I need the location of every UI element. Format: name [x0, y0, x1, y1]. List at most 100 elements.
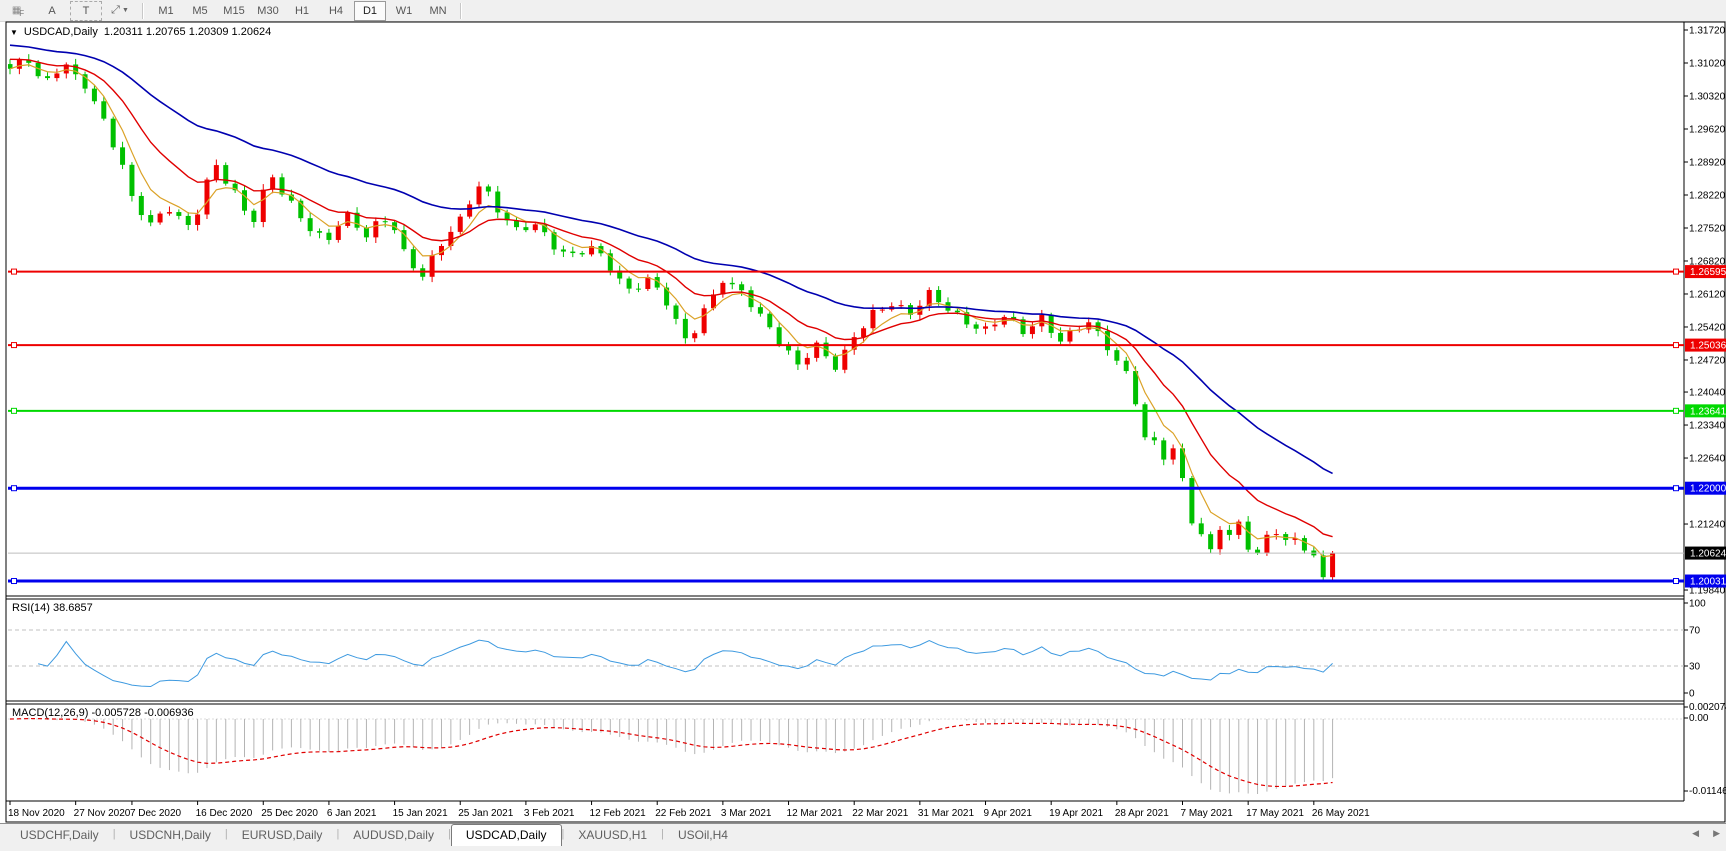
svg-text:28 Apr 2021: 28 Apr 2021	[1115, 808, 1169, 819]
font-tool-button[interactable]: A	[48, 4, 56, 17]
timeframe-button-w1[interactable]: W1	[395, 4, 413, 17]
cursor-arrows-button[interactable]: ⤢ ▼	[104, 1, 136, 21]
svg-text:22 Mar 2021: 22 Mar 2021	[852, 808, 909, 819]
timeframe-button-d1[interactable]: D1	[354, 0, 386, 21]
svg-text:1.25420: 1.25420	[1689, 322, 1726, 333]
tab-usdcad[interactable]: USDCAD,Daily	[450, 824, 562, 847]
symbol-tabs: USDCHF,Daily | USDCNH,Daily | EURUSD,Daily | A…	[0, 823, 1726, 847]
svg-text:25 Dec 2020: 25 Dec 2020	[261, 808, 318, 819]
grid-f-label: F	[19, 9, 25, 18]
chart-ohlc-values: 1.20311 1.20765 1.20309 1.20624	[103, 26, 272, 38]
level-handle	[11, 342, 17, 349]
svg-text:22 Feb 2021: 22 Feb 2021	[655, 808, 712, 819]
timeframe-button-h1[interactable]: H1	[294, 4, 310, 17]
tab-scroll-left-icon[interactable]: ◀	[1692, 828, 1700, 838]
svg-text:1.28920: 1.28920	[1689, 157, 1726, 168]
ma-slow-blue	[9, 44, 1333, 475]
svg-text:19 Apr 2021: 19 Apr 2021	[1049, 808, 1103, 819]
svg-text:17 May 2021: 17 May 2021	[1246, 808, 1304, 819]
svg-text:1.23340: 1.23340	[1689, 421, 1726, 432]
level-handle	[1673, 407, 1679, 414]
svg-text:1.24040: 1.24040	[1689, 388, 1726, 399]
svg-text:1.26820: 1.26820	[1689, 256, 1726, 267]
level-handle	[1673, 578, 1679, 585]
tab-separator: |	[112, 828, 116, 840]
level-handle	[1673, 268, 1679, 275]
tab-usdcnh[interactable]: USDCNH,Daily	[129, 828, 211, 842]
level-handle	[1673, 485, 1679, 492]
level-handle	[11, 407, 17, 414]
grid-f-tool-button[interactable]: ▦ F	[2, 1, 34, 21]
chart-title: ▼ USDCAD,Daily 1.20311 1.20765 1.20309 1…	[10, 26, 271, 38]
svg-text:25 Jan 2021: 25 Jan 2021	[458, 808, 513, 819]
svg-text:0: 0	[1689, 689, 1695, 700]
timeframe-button-m5[interactable]: M5	[192, 4, 208, 17]
tab-usoil[interactable]: USOil,H4	[677, 828, 728, 842]
toolbar-separator	[460, 2, 462, 19]
svg-text:1.31720: 1.31720	[1689, 26, 1726, 37]
collapse-triangle-icon[interactable]: ▼	[10, 27, 18, 37]
svg-text:31 Mar 2021: 31 Mar 2021	[918, 808, 975, 819]
svg-text:26 May 2021: 26 May 2021	[1312, 808, 1370, 819]
level-price-badge	[1685, 265, 1726, 279]
grid-icon: ▦	[11, 5, 22, 16]
svg-text:30: 30	[1689, 662, 1701, 673]
svg-text:0.002074: 0.002074	[1689, 702, 1726, 713]
svg-text:1.31020: 1.31020	[1689, 58, 1726, 69]
tab-eurusd[interactable]: EURUSD,Daily	[241, 828, 323, 842]
timeframe-button-m1[interactable]: M1	[158, 4, 174, 17]
svg-text:1.20624: 1.20624	[1690, 549, 1726, 560]
level-handle	[1673, 342, 1679, 349]
timeframe-button-mn[interactable]: MN	[429, 4, 447, 17]
svg-text:6 Jan 2021: 6 Jan 2021	[327, 808, 377, 819]
svg-text:1.24720: 1.24720	[1689, 355, 1726, 366]
svg-text:3 Feb 2021: 3 Feb 2021	[524, 808, 575, 819]
diagonal-arrows-icon: ⤢	[111, 4, 120, 16]
svg-text:0.00: 0.00	[1689, 713, 1709, 724]
svg-text:3 Mar 2021: 3 Mar 2021	[721, 808, 772, 819]
svg-text:-0.011462: -0.011462	[1689, 786, 1726, 797]
ma-mid-red	[9, 58, 1333, 538]
timeframe-button-group: M1 M5 M15 M30 H1 H4 D1 W1 MN	[150, 0, 454, 21]
level-price-badge	[1685, 481, 1726, 495]
svg-text:16 Dec 2020: 16 Dec 2020	[196, 808, 253, 819]
tab-scroll-right-icon[interactable]: ▶	[1713, 828, 1720, 838]
timeframe-button-m30[interactable]: M30	[257, 4, 279, 17]
macd-series	[8, 717, 1684, 794]
svg-text:7 May 2021: 7 May 2021	[1181, 808, 1234, 819]
toolbar-separator	[142, 2, 144, 19]
svg-text:100: 100	[1689, 599, 1706, 610]
tab-usdchf[interactable]: USDCHF,Daily	[20, 828, 99, 842]
svg-text:1.22000: 1.22000	[1690, 484, 1726, 495]
svg-text:7 Dec 2020: 7 Dec 2020	[130, 808, 182, 819]
chevron-down-icon: ▼	[121, 7, 129, 14]
tab-scroll-buttons: ◀ ▶	[1692, 828, 1720, 839]
svg-text:1.28220: 1.28220	[1689, 190, 1726, 201]
candlestick-series	[8, 54, 1336, 582]
timeframe-button-m15[interactable]: M15	[223, 4, 245, 17]
bottom-strip	[0, 846, 1726, 851]
svg-text:1.20031: 1.20031	[1690, 577, 1726, 588]
svg-text:1.26595: 1.26595	[1690, 267, 1726, 278]
tab-xauusd[interactable]: XAUUSD,H1	[578, 828, 648, 842]
top-toolbar: ▦ F A T ⤢ ▼ M1 M5 M15 M30 H1 H4 D1 W1 MN	[0, 0, 1726, 22]
svg-text:1.23641: 1.23641	[1690, 406, 1726, 417]
svg-text:1.26120: 1.26120	[1689, 289, 1726, 300]
tab-separator: |	[661, 828, 664, 840]
svg-text:1.27520: 1.27520	[1689, 223, 1726, 234]
svg-text:1.19840: 1.19840	[1689, 586, 1726, 597]
timeframe-button-h4[interactable]: H4	[328, 4, 344, 17]
tab-audusd[interactable]: AUDUSD,Daily	[353, 828, 434, 842]
svg-text:27 Nov 2020: 27 Nov 2020	[74, 808, 131, 819]
svg-text:1.30320: 1.30320	[1689, 91, 1726, 102]
current-price-badge	[1685, 546, 1726, 560]
level-price-badge	[1685, 574, 1726, 588]
level-price-badge	[1685, 338, 1726, 352]
svg-text:9 Apr 2021: 9 Apr 2021	[984, 808, 1033, 819]
tab-separator: |	[336, 828, 340, 840]
svg-text:1.25036: 1.25036	[1690, 341, 1726, 352]
chart-symbol-label: USDCAD,Daily	[23, 26, 98, 38]
svg-text:18 Nov 2020: 18 Nov 2020	[8, 808, 65, 819]
text-tool-button[interactable]: T	[70, 0, 102, 21]
